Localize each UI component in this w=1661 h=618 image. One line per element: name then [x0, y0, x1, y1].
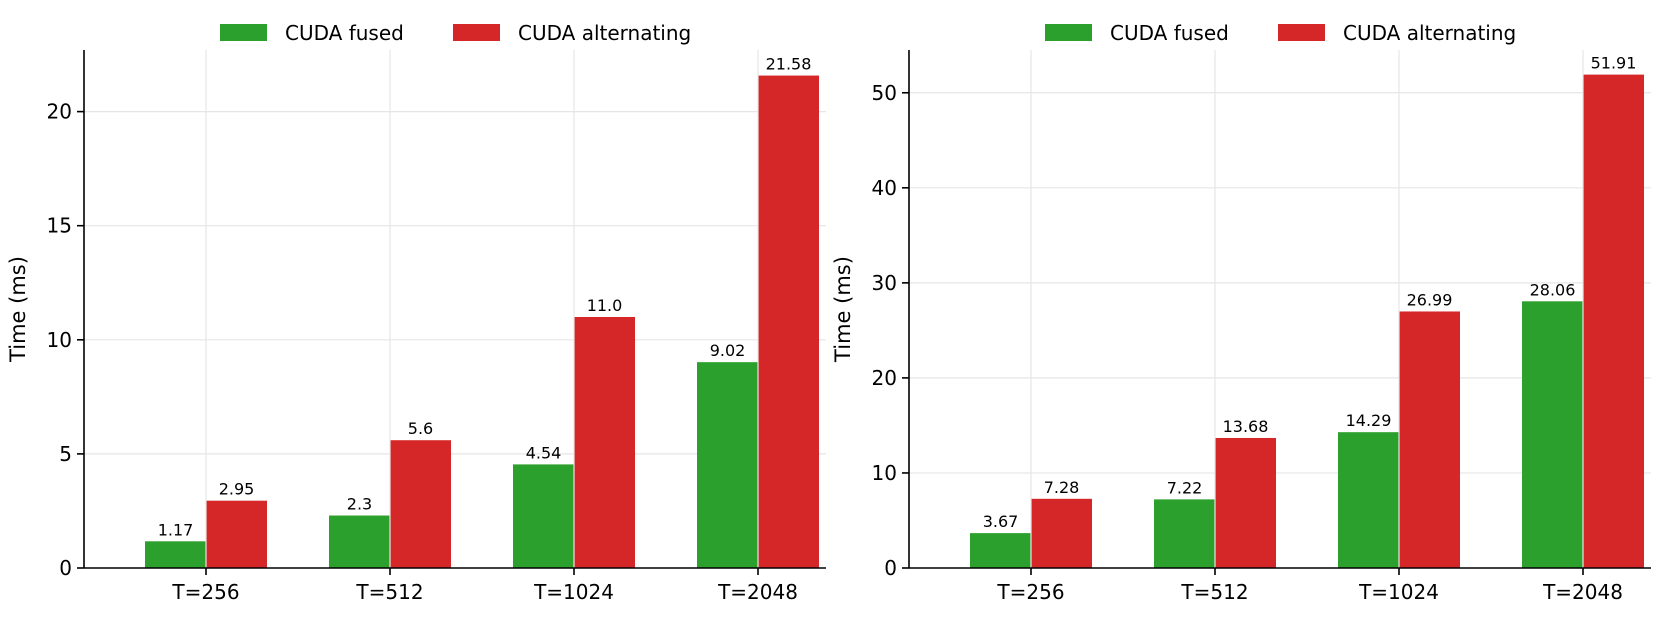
bar-alternating [1399, 311, 1460, 568]
data-label: 28.06 [1530, 280, 1576, 299]
bar-fused [1522, 301, 1583, 568]
bar-fused [1338, 432, 1399, 568]
data-label: 21.58 [766, 55, 812, 74]
data-label: 14.29 [1346, 411, 1392, 430]
data-label: 1.17 [158, 520, 194, 539]
bar-alternating [206, 500, 267, 568]
x-tick-label: T=2048 [1542, 580, 1623, 604]
chart-panel-1: 1.17 2.3 4.54 9.02 2.95 5.6 11.0 21.58 0 5 10 15 20 T… [6, 21, 826, 604]
bar-fused [697, 362, 758, 568]
x-tick-label: T=256 [171, 580, 239, 604]
data-label: 9.02 [710, 341, 746, 360]
bar-alternating [758, 75, 819, 568]
data-label: 7.28 [1044, 478, 1080, 497]
y-tick-label: 30 [872, 271, 897, 295]
y-tick-label: 5 [59, 442, 72, 466]
x-tick-label: T=1024 [533, 580, 614, 604]
y-tick-label: 50 [872, 81, 897, 105]
bar-alternating [1215, 437, 1276, 568]
data-label: 5.6 [408, 419, 433, 438]
y-axis-label: Time (ms) [831, 256, 855, 363]
data-label: 3.67 [983, 512, 1019, 531]
bar-fused [1154, 499, 1215, 568]
y-tick-label: 20 [872, 366, 897, 390]
data-label: 7.22 [1167, 478, 1203, 497]
legend-label: CUDA fused [285, 21, 404, 45]
bar-fused [145, 541, 206, 568]
bar-alternating [574, 316, 635, 568]
y-axis-label: Time (ms) [6, 256, 30, 363]
y-tick-label: 10 [47, 328, 72, 352]
x-tick-label: T=1024 [1358, 580, 1439, 604]
legend-swatch-alternating [1278, 24, 1325, 41]
legend-label: CUDA fused [1110, 21, 1229, 45]
x-tick-label: T=512 [355, 580, 423, 604]
legend: CUDA fused CUDA alternating [220, 21, 691, 45]
y-tick-label: 0 [59, 556, 72, 580]
bar-fused [329, 515, 390, 568]
chart-panel-2: 3.67 7.22 14.29 28.06 7.28 13.68 26.99 51.91 0 10… [831, 21, 1651, 604]
x-tick-label: T=256 [996, 580, 1064, 604]
bar-alternating [1583, 74, 1644, 568]
legend-swatch-alternating [453, 24, 500, 41]
legend-swatch-fused [220, 24, 267, 41]
y-tick-label: 10 [872, 461, 897, 485]
data-label: 26.99 [1407, 290, 1453, 309]
y-tick-label: 40 [872, 176, 897, 200]
data-label: 2.3 [347, 495, 372, 514]
x-tick-label: T=2048 [717, 580, 798, 604]
y-tick-label: 0 [884, 556, 897, 580]
legend-swatch-fused [1045, 24, 1092, 41]
y-tick-label: 20 [47, 100, 72, 124]
bar-alternating [390, 440, 451, 568]
data-label: 11.0 [587, 296, 623, 315]
data-label: 51.91 [1591, 54, 1637, 73]
data-label: 4.54 [526, 443, 562, 462]
data-label: 2.95 [219, 480, 255, 499]
legend-label: CUDA alternating [518, 21, 691, 45]
legend-label: CUDA alternating [1343, 21, 1516, 45]
y-tick-label: 15 [47, 214, 72, 238]
bar-alternating [1031, 498, 1092, 568]
bar-fused [513, 464, 574, 568]
bar-fused [970, 533, 1031, 568]
x-tick-label: T=512 [1180, 580, 1248, 604]
legend: CUDA fused CUDA alternating [1045, 21, 1516, 45]
data-label: 13.68 [1223, 417, 1269, 436]
